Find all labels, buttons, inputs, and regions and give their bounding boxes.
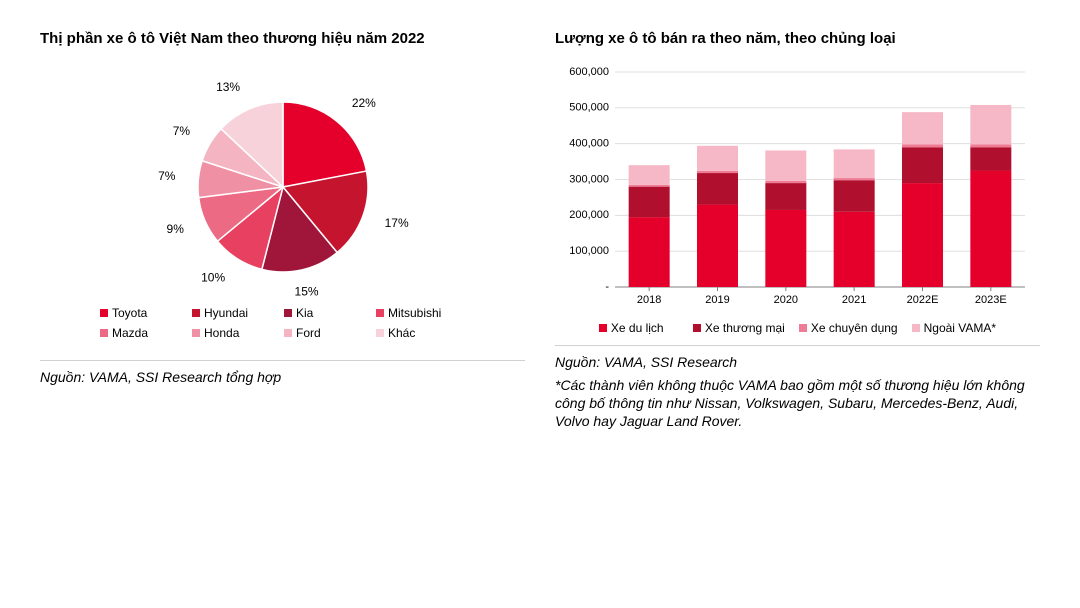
bar-segment bbox=[629, 217, 670, 287]
x-tick-label: 2023E bbox=[975, 294, 1007, 306]
pie-source: Nguồn: VAMA, SSI Research tổng hợp bbox=[40, 369, 525, 385]
bar-segment bbox=[970, 171, 1011, 287]
legend-label: Hyundai bbox=[204, 306, 248, 320]
pie-legend: Toyota Hyundai Kia Mitsubishi Mazda Honda Ford… bbox=[40, 302, 525, 350]
pie-pct-label: 17% bbox=[384, 216, 408, 230]
legend-label: Khác bbox=[388, 326, 415, 340]
x-tick-label: 2018 bbox=[637, 294, 661, 306]
x-tick-label: 2020 bbox=[774, 294, 798, 306]
bar-segment bbox=[902, 147, 943, 183]
pie-title: Thị phần xe ô tô Việt Nam theo thương hi… bbox=[40, 30, 525, 47]
bar-segment bbox=[970, 105, 1011, 144]
pie-pct-label: 22% bbox=[351, 96, 375, 110]
legend-swatch bbox=[192, 309, 200, 317]
pie-chart: 22% 17% 15% 10% 9% 7% 7% 13% bbox=[108, 62, 458, 302]
bar-segment bbox=[697, 205, 738, 287]
bar-segment bbox=[697, 173, 738, 205]
x-tick-label: 2022E bbox=[907, 294, 939, 306]
pie-pct-label: 10% bbox=[201, 270, 225, 284]
legend-swatch bbox=[284, 329, 292, 337]
legend-label: Xe du lịch bbox=[611, 321, 664, 335]
legend-item: Toyota bbox=[100, 306, 180, 320]
pie-pct-label: 7% bbox=[172, 124, 190, 138]
bar-segment bbox=[970, 147, 1011, 170]
legend-item: Ford bbox=[284, 326, 364, 340]
legend-swatch bbox=[192, 329, 200, 337]
bar-segment bbox=[834, 149, 875, 178]
legend-item: Ngoài VAMA* bbox=[912, 321, 996, 335]
legend-swatch bbox=[284, 309, 292, 317]
legend-swatch bbox=[799, 324, 807, 332]
bar-segment bbox=[834, 180, 875, 212]
legend-label: Ford bbox=[296, 326, 321, 340]
legend-label: Mitsubishi bbox=[388, 306, 441, 320]
bar-footnote: *Các thành viên không thuộc VAMA bao gồm… bbox=[555, 376, 1040, 431]
legend-item: Xe chuyên dụng bbox=[799, 321, 898, 335]
y-tick-label: 200,000 bbox=[569, 209, 609, 221]
x-tick-label: 2019 bbox=[705, 294, 729, 306]
y-tick-label: 100,000 bbox=[569, 245, 609, 257]
legend-label: Toyota bbox=[112, 306, 147, 320]
legend-item: Xe thương mại bbox=[693, 321, 785, 335]
bar-segment bbox=[629, 165, 670, 185]
bar-segment bbox=[834, 178, 875, 180]
legend-label: Mazda bbox=[112, 326, 148, 340]
legend-swatch bbox=[599, 324, 607, 332]
y-tick-label: 600,000 bbox=[569, 66, 609, 78]
bar-segment bbox=[765, 210, 806, 287]
legend-label: Xe thương mại bbox=[705, 321, 785, 335]
legend-label: Xe chuyên dụng bbox=[811, 321, 898, 335]
y-tick-label: 500,000 bbox=[569, 102, 609, 114]
bar-segment bbox=[902, 183, 943, 287]
legend-swatch bbox=[376, 329, 384, 337]
y-tick-label: - bbox=[605, 281, 609, 293]
pie-pct-label: 13% bbox=[216, 80, 240, 94]
legend-item: Xe du lịch bbox=[599, 321, 679, 335]
y-tick-label: 400,000 bbox=[569, 138, 609, 150]
bar-segment bbox=[697, 146, 738, 171]
legend-swatch bbox=[100, 329, 108, 337]
legend-item: Mazda bbox=[100, 326, 180, 340]
y-tick-label: 300,000 bbox=[569, 173, 609, 185]
legend-item: Honda bbox=[192, 326, 272, 340]
bar-chart: - 100,000 200,000 300,000 400,000 500,000 600,… bbox=[555, 62, 1035, 312]
bar-title: Lượng xe ô tô bán ra theo năm, theo chủn… bbox=[555, 30, 1040, 47]
bar-segment bbox=[834, 212, 875, 287]
pie-panel: Thị phần xe ô tô Việt Nam theo thương hi… bbox=[40, 30, 525, 431]
x-tick-label: 2021 bbox=[842, 294, 866, 306]
legend-item: Kia bbox=[284, 306, 364, 320]
legend-label: Ngoài VAMA* bbox=[924, 321, 996, 335]
legend-item: Hyundai bbox=[192, 306, 272, 320]
bar-segment bbox=[902, 144, 943, 147]
legend-label: Honda bbox=[204, 326, 239, 340]
bar-panel: Lượng xe ô tô bán ra theo năm, theo chủn… bbox=[555, 30, 1040, 431]
bar-segment bbox=[970, 144, 1011, 147]
legend-swatch bbox=[693, 324, 701, 332]
divider bbox=[555, 345, 1040, 346]
legend-swatch bbox=[100, 309, 108, 317]
legend-item: Khác bbox=[376, 326, 456, 340]
bar-segment bbox=[629, 187, 670, 217]
bar-segment bbox=[765, 181, 806, 183]
bar-source: Nguồn: VAMA, SSI Research bbox=[555, 354, 1040, 370]
pie-pct-label: 7% bbox=[158, 169, 176, 183]
bar-segment bbox=[629, 185, 670, 187]
bar-segment bbox=[765, 150, 806, 180]
pie-pct-label: 9% bbox=[166, 222, 184, 236]
legend-swatch bbox=[376, 309, 384, 317]
legend-label: Kia bbox=[296, 306, 313, 320]
pie-pct-label: 15% bbox=[294, 285, 318, 299]
legend-item: Mitsubishi bbox=[376, 306, 456, 320]
bar-legend: Xe du lịch Xe thương mại Xe chuyên dụng Ngo… bbox=[555, 321, 1040, 335]
bar-segment bbox=[697, 171, 738, 173]
bar-segment bbox=[765, 183, 806, 210]
divider bbox=[40, 360, 525, 361]
legend-swatch bbox=[912, 324, 920, 332]
bar-segment bbox=[902, 112, 943, 144]
